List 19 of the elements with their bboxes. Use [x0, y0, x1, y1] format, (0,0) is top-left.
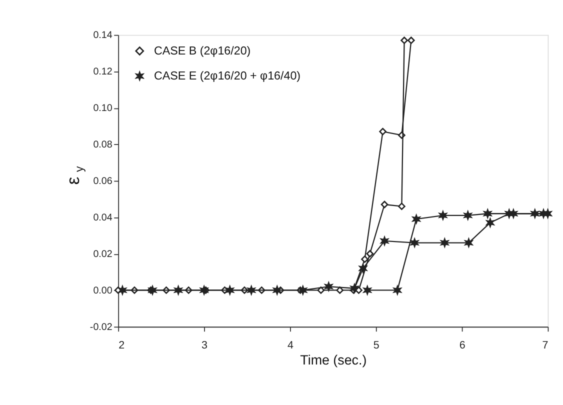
x-tick-label: 4	[287, 340, 294, 352]
y-tick-label: 0.02	[93, 248, 112, 260]
legend-label: CASE E (2φ16/20 + φ16/40)	[154, 70, 301, 83]
y-tick-label: 0.10	[93, 102, 113, 114]
x-tick-label: 6	[459, 340, 466, 352]
y-tick-label: 0.12	[93, 66, 112, 78]
legend-label: CASE B (2φ16/20)	[154, 44, 251, 58]
x-tick-label: 5	[373, 340, 380, 352]
y-tick-label: 0.04	[93, 212, 113, 224]
y-tick-label: 0.00	[93, 285, 113, 296]
x-axis-title: Time (sec.)	[300, 352, 367, 368]
y-tick-label: -0.02	[90, 322, 112, 333]
x-tick-label: 3	[202, 340, 208, 352]
y-tick-label: 0.06	[93, 176, 113, 187]
x-tick-label: 7	[542, 340, 548, 352]
y-tick-label: 0.08	[93, 139, 113, 150]
y-axis-title: εy	[62, 166, 86, 185]
y-tick-label: 0.14	[93, 30, 113, 42]
x-tick-label: 2	[118, 340, 125, 352]
